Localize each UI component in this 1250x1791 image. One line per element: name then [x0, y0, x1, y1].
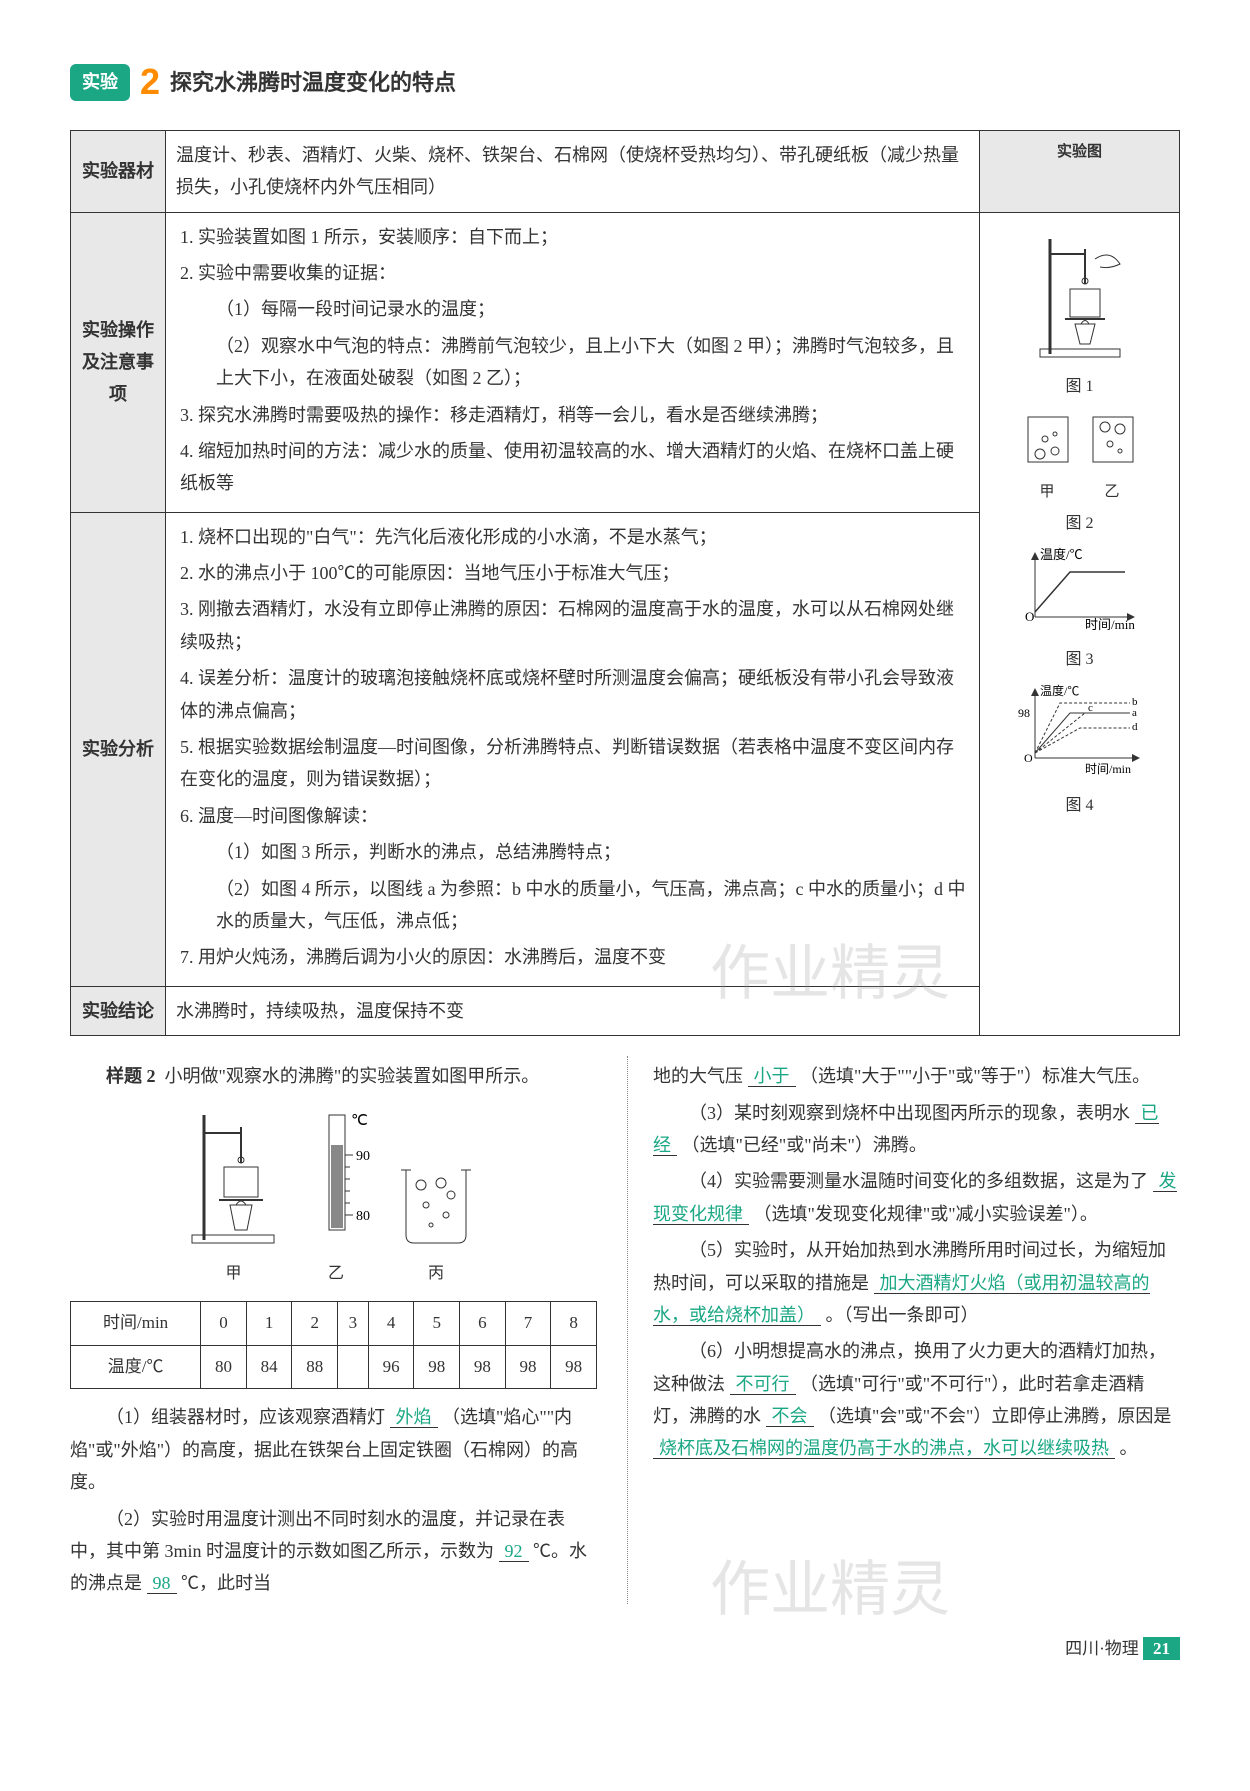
figure-3: 温度/℃ 时间/min O 图 3	[990, 547, 1169, 675]
fig-bing-label: 丙	[391, 1260, 481, 1289]
svg-text:O: O	[1024, 751, 1033, 765]
proc-item: 2. 实验中需要收集的证据：	[180, 257, 969, 289]
ana-item: 5. 根据实验数据绘制温度—时间图像，分析沸腾特点、判断错误数据（若表格中温度不…	[180, 731, 969, 796]
answer-2b: 98	[147, 1573, 177, 1594]
col-head-diagram: 实验图	[980, 130, 1180, 212]
experiment-header: 实验 2 探究水沸腾时温度变化的特点	[70, 50, 1180, 115]
ana-item: （1）如图 3 所示，判断水的沸点，总结沸腾特点；	[180, 836, 969, 868]
row-head-analysis: 实验分析	[71, 512, 166, 986]
svg-text:℃: ℃	[351, 1113, 368, 1129]
page-number: 21	[1143, 1637, 1180, 1660]
badge-number: 2	[140, 50, 160, 115]
row-head-conclusion: 实验结论	[71, 986, 166, 1035]
sample-label: 样题 2	[106, 1066, 156, 1086]
experiment-badge: 实验	[70, 64, 130, 100]
ana-item: 3. 刚撤去酒精灯，水没有立即停止沸腾的原因：石棉网的温度高于水的温度，水可以从…	[180, 593, 969, 658]
fig-yi-label: 乙	[301, 1260, 371, 1289]
right-column: 地的大气压 小于 （选填"大于""小于"或"等于"）标准大气压。 （3）某时刻观…	[627, 1056, 1180, 1604]
proc-item: （1）每隔一段时间记录水的温度；	[180, 293, 969, 325]
fig2-label: 图 2	[990, 510, 1169, 539]
fig-jia: 甲	[186, 1105, 281, 1290]
answer-1: 外焰	[390, 1407, 438, 1428]
proc-item: 1. 实验装置如图 1 所示，安装顺序：自下而上；	[180, 221, 969, 253]
answer-6a: 不可行	[730, 1374, 796, 1395]
figure-4: 98 b a d c 温度/℃ 时间/min O 图 4	[990, 683, 1169, 821]
svg-text:O: O	[1025, 609, 1034, 624]
answer-pressure: 小于	[748, 1066, 796, 1087]
cell-analysis: 1. 烧杯口出现的"白气"：先汽化后液化形成的小水滴，不是水蒸气； 2. 水的沸…	[166, 512, 980, 986]
fig-jia-label: 甲	[186, 1260, 281, 1289]
data-table: 时间/min 0 1 2 3 4 5 6 7 8 温度/℃ 80 84 88 9…	[70, 1301, 597, 1389]
left-column: 样题 2 小明做"观察水的沸腾"的实验装置如图甲所示。 甲	[70, 1056, 597, 1604]
ana-item: 1. 烧杯口出现的"白气"：先汽化后液化形成的小水滴，不是水蒸气；	[180, 521, 969, 553]
page-footer: 四川·物理 21	[70, 1634, 1180, 1665]
table-row: 时间/min 0 1 2 3 4 5 6 7 8	[71, 1302, 597, 1346]
cell-procedure: 1. 实验装置如图 1 所示，安装顺序：自下而上； 2. 实验中需要收集的证据：…	[166, 212, 980, 512]
svg-text:90: 90	[356, 1149, 370, 1164]
ana-item: （2）如图 4 所示，以图线 a 为参照：b 中水的质量小，气压高，沸点高；c …	[180, 873, 969, 938]
sample-intro: 样题 2 小明做"观察水的沸腾"的实验装置如图甲所示。	[70, 1060, 597, 1092]
experiment-table: 实验器材 温度计、秒表、酒精灯、火柴、烧杯、铁架台、石棉网（使烧杯受热均匀）、带…	[70, 130, 1180, 1036]
question-6: （6）小明想提高水的沸点，换用了火力更大的酒精灯加热，这种做法 不可行 （选填"…	[653, 1335, 1180, 1465]
svg-text:温度/℃: 温度/℃	[1040, 547, 1083, 562]
sample-section: 样题 2 小明做"观察水的沸腾"的实验装置如图甲所示。 甲	[70, 1056, 1180, 1604]
sample-intro-text: 小明做"观察水的沸腾"的实验装置如图甲所示。	[165, 1066, 540, 1086]
question-4: （4）实验需要测量水温随时间变化的多组数据，这是为了 发现变化规律 （选填"发现…	[653, 1165, 1180, 1230]
svg-text:时间/min: 时间/min	[1085, 762, 1131, 776]
proc-item: 3. 探究水沸腾时需要吸热的操作：移走酒精灯，稍等一会儿，看水是否继续沸腾；	[180, 399, 969, 431]
fig1-label: 图 1	[990, 373, 1169, 402]
fig2b-label: 乙	[1085, 479, 1140, 506]
ana-item: 4. 误差分析：温度计的玻璃泡接触烧杯底或烧杯壁时所测温度会偏高；硬纸板没有带小…	[180, 662, 969, 727]
svg-text:c: c	[1088, 702, 1093, 714]
question-2: （2）实验时用温度计测出不同时刻水的温度，并记录在表中，其中第 3min 时温度…	[70, 1503, 597, 1600]
svg-text:a: a	[1132, 707, 1137, 719]
svg-text:d: d	[1132, 721, 1138, 733]
svg-text:时间/min: 时间/min	[1085, 617, 1135, 632]
diagram-cell: 图 1 甲 乙 图 2	[980, 212, 1180, 1036]
fig-bing: 丙	[391, 1155, 481, 1290]
ana-item: 7. 用炉火炖汤，沸腾后调为小火的原因：水沸腾后，温度不变	[180, 941, 969, 973]
experiment-title: 探究水沸腾时温度变化的特点	[170, 63, 456, 103]
ana-item: 6. 温度—时间图像解读：	[180, 800, 969, 832]
ana-item: 2. 水的沸点小于 100℃的可能原因：当地气压小于标准大气压；	[180, 557, 969, 589]
fig-yi: ℃ 90 80 乙	[301, 1105, 371, 1290]
sample-figures: 甲 ℃ 90 80 乙	[70, 1105, 597, 1290]
question-1: （1）组装器材时，应该观察酒精灯 外焰 （选填"焰心""内焰"或"外焰"）的高度…	[70, 1401, 597, 1498]
answer-2a: 92	[499, 1541, 529, 1562]
cell-conclusion: 水沸腾时，持续吸热，温度保持不变	[166, 986, 980, 1035]
cell-equipment: 温度计、秒表、酒精灯、火柴、烧杯、铁架台、石棉网（使烧杯受热均匀）、带孔硬纸板（…	[166, 130, 980, 212]
question-5: （5）实验时，从开始加热到水沸腾所用时间过长，为缩短加热时间，可以采取的措施是 …	[653, 1234, 1180, 1331]
footer-region: 四川·物理	[1065, 1639, 1139, 1658]
question-2-cont: 地的大气压 小于 （选填"大于""小于"或"等于"）标准大气压。	[653, 1060, 1180, 1092]
svg-text:温度/℃: 温度/℃	[1040, 683, 1079, 698]
figure-2: 甲 乙 图 2	[990, 409, 1169, 539]
answer-6c: 烧杯底及石棉网的温度仍高于水的沸点，水可以继续吸热	[653, 1438, 1115, 1459]
row-head-procedure: 实验操作及注意事项	[71, 212, 166, 512]
fig3-label: 图 3	[990, 646, 1169, 675]
row-head-equipment: 实验器材	[71, 130, 166, 212]
proc-item: （2）观察水中气泡的特点：沸腾前气泡较少，且上小下大（如图 2 甲）；沸腾时气泡…	[180, 330, 969, 395]
figure-1: 图 1	[990, 229, 1169, 402]
fig4-label: 图 4	[990, 792, 1169, 821]
question-3: （3）某时刻观察到烧杯中出现图丙所示的现象，表明水 已经 （选填"已经"或"尚未…	[653, 1097, 1180, 1162]
proc-item: 4. 缩短加热时间的方法：减少水的质量、使用初温较高的水、增大酒精灯的火焰、在烧…	[180, 435, 969, 500]
answer-6b: 不会	[766, 1406, 814, 1427]
table-row: 温度/℃ 80 84 88 96 98 98 98 98	[71, 1345, 597, 1389]
svg-text:80: 80	[356, 1209, 370, 1224]
badge-text: 实验	[82, 66, 118, 98]
fig2a-label: 甲	[1020, 479, 1075, 506]
svg-text:98: 98	[1018, 706, 1030, 720]
